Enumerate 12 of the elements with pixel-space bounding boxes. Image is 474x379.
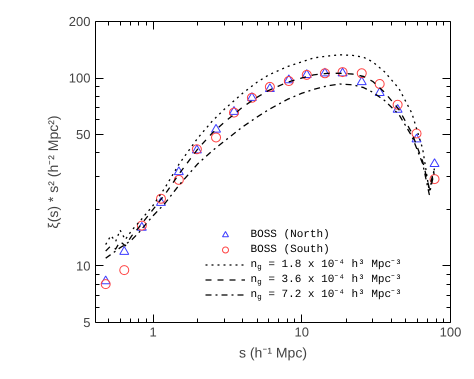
legend-label: BOSS (South) <box>250 244 330 256</box>
y-tick-label: 50 <box>76 127 91 142</box>
y-tick-label: 10 <box>76 258 91 274</box>
x-tick-label: 1 <box>149 324 157 340</box>
legend-label: BOSS (North) <box>250 229 330 241</box>
y-tick-label: 5 <box>83 315 91 330</box>
x-tick-label: 10 <box>294 324 310 340</box>
y-tick-label: 100 <box>68 70 91 86</box>
y-tick-label: 200 <box>68 14 91 29</box>
x-tick-label: 100 <box>440 324 462 340</box>
x-axis-title: s (h⁻¹ Mpc) <box>239 344 307 360</box>
y-axis-title: ξ(s) * s² (h⁻² Mpc²) <box>44 115 61 229</box>
